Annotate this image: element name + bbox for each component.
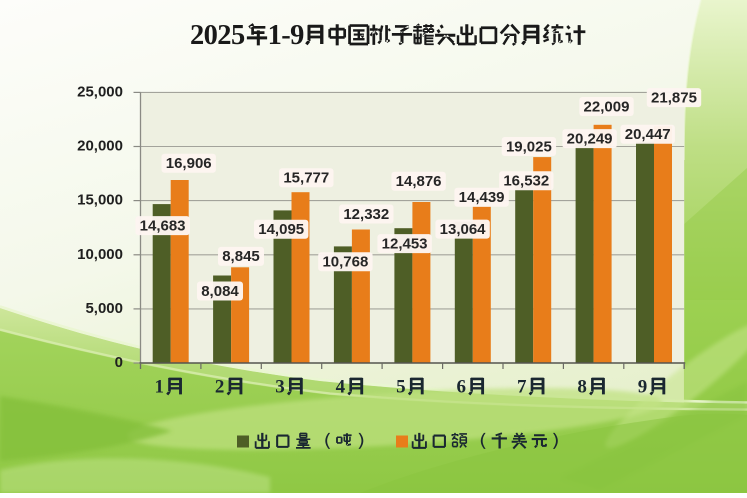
svg-text:10,768: 10,768 [322, 254, 368, 271]
svg-text:12,332: 12,332 [343, 206, 389, 223]
svg-text:6: 6 [457, 377, 467, 398]
svg-text:12,453: 12,453 [382, 235, 428, 252]
svg-text:20,000: 20,000 [77, 138, 123, 155]
svg-text:10,000: 10,000 [77, 246, 123, 263]
svg-text:2025: 2025 [190, 20, 245, 51]
svg-text:19,025: 19,025 [506, 138, 552, 155]
svg-text:22,009: 22,009 [584, 98, 630, 115]
svg-text:8: 8 [577, 377, 587, 398]
svg-text:9: 9 [638, 377, 648, 398]
svg-text:14,439: 14,439 [459, 189, 505, 206]
svg-text:13,064: 13,064 [440, 221, 487, 238]
svg-text:1-9: 1-9 [268, 20, 305, 51]
svg-text:16,906: 16,906 [166, 155, 212, 172]
svg-text:8,845: 8,845 [222, 248, 260, 265]
svg-text:14,095: 14,095 [258, 221, 304, 238]
svg-text:1: 1 [154, 377, 164, 398]
svg-text:2: 2 [215, 377, 225, 398]
svg-text:20,447: 20,447 [625, 126, 671, 143]
svg-text:4: 4 [336, 377, 346, 398]
svg-text:15,000: 15,000 [77, 192, 123, 209]
svg-text:14,876: 14,876 [396, 173, 442, 190]
svg-text:25,000: 25,000 [77, 83, 123, 100]
svg-text:5: 5 [396, 377, 406, 398]
svg-text:15,777: 15,777 [283, 170, 329, 187]
svg-text:21,875: 21,875 [651, 89, 697, 106]
svg-text:8,084: 8,084 [201, 283, 239, 300]
svg-text:0: 0 [115, 354, 123, 371]
svg-text:7: 7 [517, 377, 527, 398]
svg-text:3: 3 [275, 377, 285, 398]
svg-text:5,000: 5,000 [85, 300, 123, 317]
svg-text:20,249: 20,249 [567, 130, 613, 147]
svg-text:14,683: 14,683 [140, 217, 186, 234]
svg-text:16,532: 16,532 [503, 173, 549, 190]
